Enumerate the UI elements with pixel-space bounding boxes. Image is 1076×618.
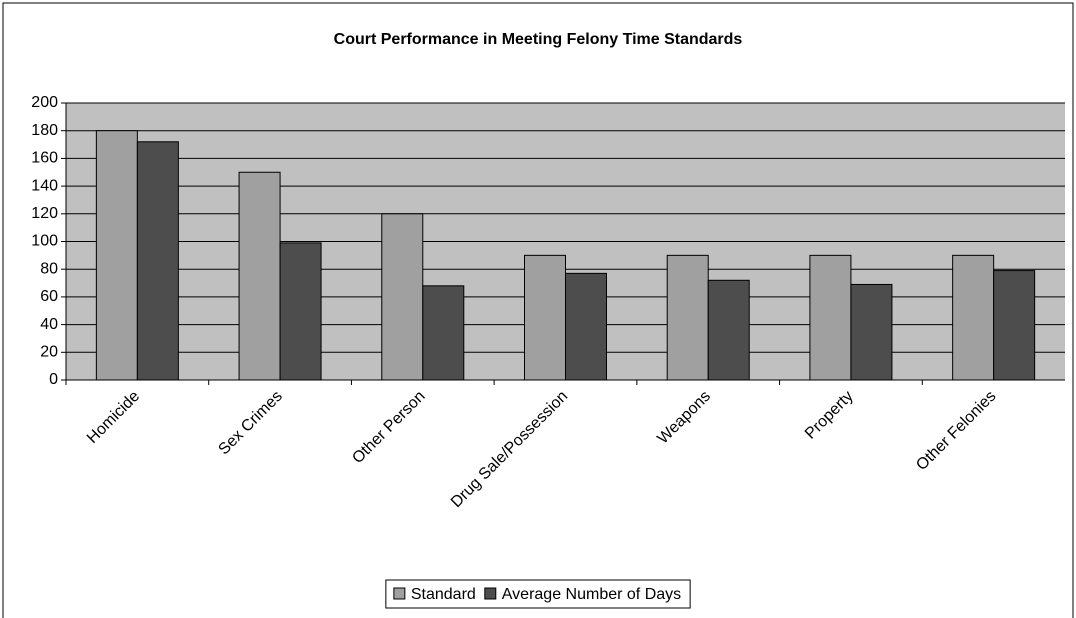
legend-label: Average Number of Days [502, 586, 681, 603]
bar [809, 254, 852, 381]
legend-swatch [393, 587, 406, 600]
bar [524, 254, 566, 381]
bar [422, 285, 465, 381]
bar [666, 254, 709, 381]
y-tick-label: 100 [31, 233, 58, 250]
y-tick-label: 60 [40, 288, 58, 305]
legend: Standard Average Number of Days [385, 579, 691, 609]
y-tick-label: 80 [40, 260, 58, 277]
y-tick-label: 200 [31, 94, 58, 111]
chart-title: Court Performance in Meeting Felony Time… [334, 31, 743, 48]
y-tick-label: 140 [31, 177, 58, 194]
y-tick-label: 40 [40, 316, 58, 333]
legend-label: Standard [411, 586, 476, 603]
y-tick-label: 120 [31, 205, 58, 222]
y-tick-label: 160 [31, 150, 58, 167]
bar [95, 130, 138, 381]
legend-box [385, 579, 691, 609]
bar [136, 141, 179, 381]
bar [565, 272, 607, 381]
bar [850, 283, 893, 381]
y-tick-label: 20 [40, 344, 58, 361]
y-tick-label: 180 [31, 122, 58, 139]
legend-swatch [484, 587, 497, 600]
bar [381, 213, 424, 381]
bar [279, 242, 322, 381]
bar [707, 279, 750, 381]
bar [238, 171, 281, 381]
bar [952, 254, 995, 381]
bar [993, 270, 1036, 381]
y-tick-label: 0 [49, 371, 58, 388]
